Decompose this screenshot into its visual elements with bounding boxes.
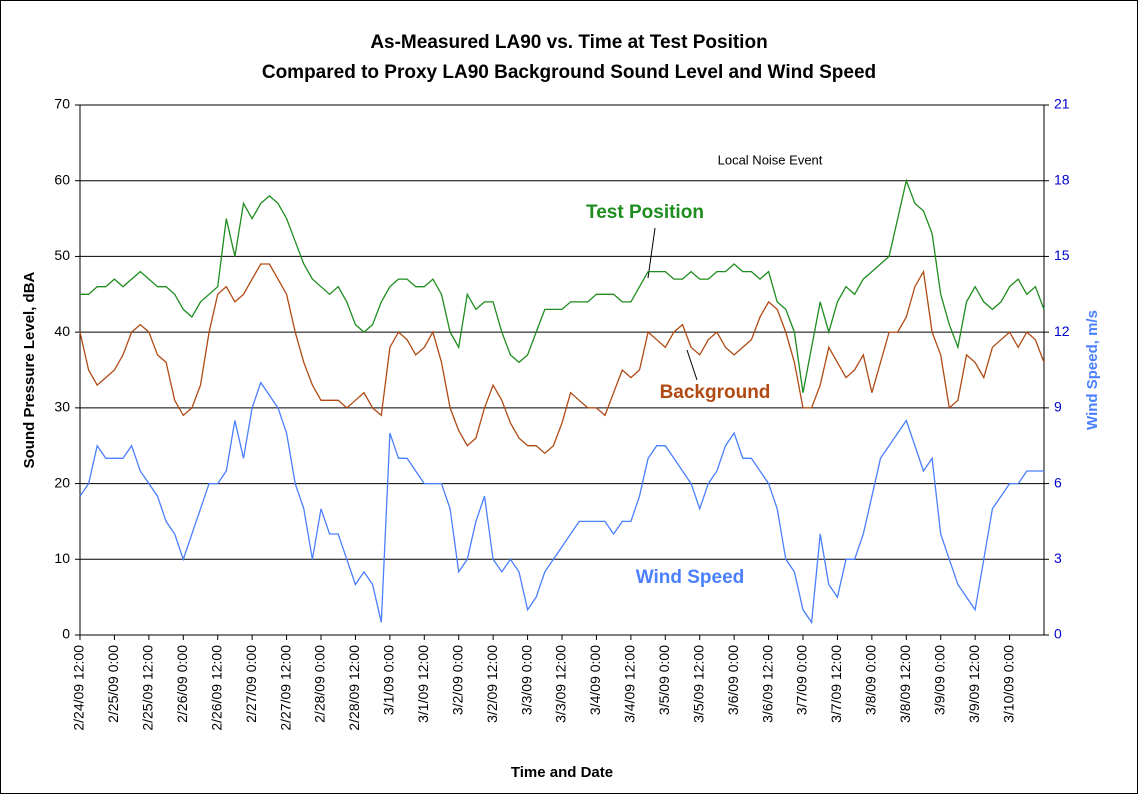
annotation: Local Noise Event (718, 152, 823, 167)
x-tick-label: 3/7/09 0:00 (794, 645, 810, 715)
x-tick-label: 2/25/09 12:00 (140, 645, 156, 731)
y-tick-label: 70 (54, 96, 70, 112)
x-tick-label: 3/6/09 0:00 (725, 645, 741, 715)
series-line (79, 381, 1044, 625)
y2-tick-label: 12 (1054, 323, 1070, 339)
y2-tick-label: 21 (1054, 96, 1070, 112)
y-tick-label: 0 (62, 626, 70, 642)
y2-tick-label: 9 (1054, 399, 1062, 415)
x-tick-label: 3/5/09 12:00 (690, 645, 706, 723)
chart-title: Compared to Proxy LA90 Background Sound … (262, 62, 876, 83)
x-tick-label: 3/8/09 12:00 (897, 645, 913, 723)
x-tick-label: 3/10/09 0:00 (1000, 645, 1016, 723)
x-tick-label: 2/28/09 12:00 (346, 645, 362, 731)
y2-tick-label: 15 (1054, 247, 1070, 263)
series-label: Wind Speed (636, 567, 745, 588)
leader-line (686, 349, 698, 381)
x-tick-label: 3/3/09 0:00 (518, 645, 534, 715)
x-tick-label: 3/4/09 0:00 (587, 645, 603, 715)
x-tick-label: 2/26/09 0:00 (174, 645, 190, 723)
x-tick-label: 3/1/09 0:00 (381, 645, 397, 715)
x-tick-label: 2/24/09 12:00 (71, 645, 87, 731)
y2-tick-label: 6 (1054, 474, 1062, 490)
x-tick-label: 3/2/09 12:00 (484, 645, 500, 723)
y-axis-title: Sound Pressure Level, dBA (21, 271, 38, 468)
x-tick-label: 3/9/09 12:00 (966, 645, 982, 723)
x-tick-label: 2/27/09 0:00 (243, 645, 259, 723)
x-tick-label: 2/28/09 0:00 (312, 645, 328, 723)
y-tick-label: 60 (54, 171, 70, 187)
x-tick-label: 2/25/09 0:00 (105, 645, 121, 723)
series-line (80, 178, 1045, 393)
y-tick-label: 40 (54, 323, 70, 339)
y2-axis-title: Wind Speed, m/s (1084, 310, 1101, 430)
y-tick-label: 50 (54, 247, 70, 263)
x-tick-label: 3/9/09 0:00 (931, 645, 947, 715)
y-tick-label: 10 (54, 550, 70, 566)
chart-title: As-Measured LA90 vs. Time at Test Positi… (370, 32, 767, 53)
x-tick-label: 2/26/09 12:00 (208, 645, 224, 731)
x-tick-label: 3/3/09 12:00 (553, 645, 569, 723)
x-axis-title: Time and Date (511, 764, 613, 781)
x-tick-label: 2/27/09 12:00 (277, 645, 293, 731)
series-line (79, 263, 1045, 455)
x-tick-label: 3/1/09 12:00 (415, 645, 431, 723)
series-label: Test Position (586, 202, 704, 223)
x-tick-label: 3/2/09 0:00 (449, 645, 465, 715)
y-tick-label: 30 (54, 399, 70, 415)
y-tick-label: 20 (54, 474, 70, 490)
x-tick-label: 3/8/09 0:00 (863, 645, 879, 715)
y2-tick-label: 18 (1054, 171, 1070, 187)
x-tick-label: 3/5/09 0:00 (656, 645, 672, 715)
x-tick-label: 3/7/09 12:00 (828, 645, 844, 723)
series-label: Background (660, 382, 771, 403)
x-tick-label: 3/6/09 12:00 (759, 645, 775, 723)
leader-line (647, 227, 656, 279)
y2-tick-label: 0 (1054, 626, 1062, 642)
y2-tick-label: 3 (1054, 550, 1062, 566)
x-tick-label: 3/4/09 12:00 (622, 645, 638, 723)
